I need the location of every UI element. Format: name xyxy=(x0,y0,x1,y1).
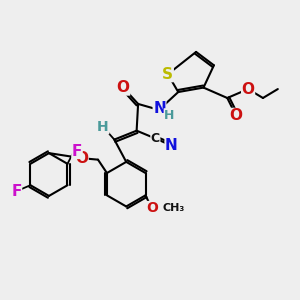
Text: F: F xyxy=(11,184,22,199)
Text: C: C xyxy=(151,132,160,145)
Text: N: N xyxy=(153,101,166,116)
Text: F: F xyxy=(72,143,82,158)
Text: H: H xyxy=(97,120,109,134)
Text: H: H xyxy=(164,109,175,122)
Text: O: O xyxy=(146,201,158,215)
Text: O: O xyxy=(75,151,88,166)
Text: S: S xyxy=(162,67,173,82)
Text: O: O xyxy=(242,82,255,97)
Text: O: O xyxy=(117,80,130,95)
Text: CH₃: CH₃ xyxy=(163,203,185,213)
Text: N: N xyxy=(165,138,178,153)
Text: O: O xyxy=(230,108,243,123)
